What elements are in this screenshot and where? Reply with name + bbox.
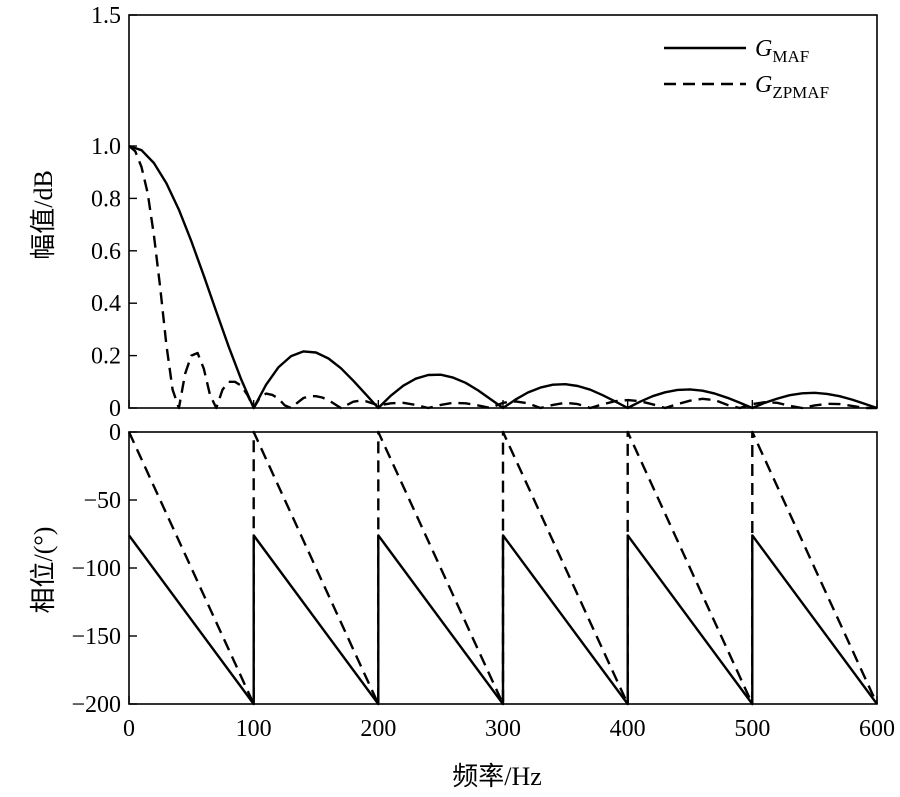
legend-label: GMAF bbox=[755, 36, 809, 66]
legend: GMAF GZPMAF bbox=[664, 36, 829, 102]
phase-y-tick-label: −100 bbox=[71, 556, 121, 582]
magnitude-y-tick-label: 0 bbox=[109, 396, 121, 422]
legend-label: GZPMAF bbox=[755, 72, 829, 102]
x-tick-label: 400 bbox=[610, 716, 646, 742]
phase-y-tick-label: −200 bbox=[71, 692, 121, 718]
phase-y-tick-label: −50 bbox=[83, 488, 121, 514]
magnitude-y-tick-label: 1.5 bbox=[91, 3, 121, 29]
x-tick-label: 200 bbox=[360, 716, 396, 742]
x-tick-label: 0 bbox=[123, 716, 135, 742]
magnitude-axis-title: 幅值/dB bbox=[29, 170, 58, 260]
magnitude-panel: 1.5 1.0 0.8 0.6 0.4 0.2 0 bbox=[91, 3, 878, 422]
x-tick-label: 500 bbox=[734, 716, 770, 742]
x-tick-label: 600 bbox=[859, 716, 895, 742]
frequency-axis-title: 频率/Hz bbox=[452, 762, 542, 791]
phase-axis-title: 相位/(°) bbox=[29, 527, 58, 614]
phase-series-gzpmaf bbox=[127, 430, 879, 706]
magnitude-series-gmaf bbox=[128, 144, 878, 410]
magnitude-y-tick-label: 0.2 bbox=[91, 344, 121, 370]
x-tick-label: 100 bbox=[236, 716, 272, 742]
magnitude-y-tick-label: 0.4 bbox=[91, 291, 121, 317]
phase-y-tick-label: −150 bbox=[71, 624, 121, 650]
magnitude-y-tick-label: 0.6 bbox=[91, 239, 121, 265]
magnitude-y-tick-label: 0.8 bbox=[91, 186, 121, 212]
phase-y-tick-label: 0 bbox=[109, 420, 121, 446]
x-tick-label: 300 bbox=[485, 716, 521, 742]
magnitude-y-tick-label: 1.0 bbox=[91, 134, 121, 160]
magnitude-series-gzpmaf bbox=[128, 145, 877, 410]
